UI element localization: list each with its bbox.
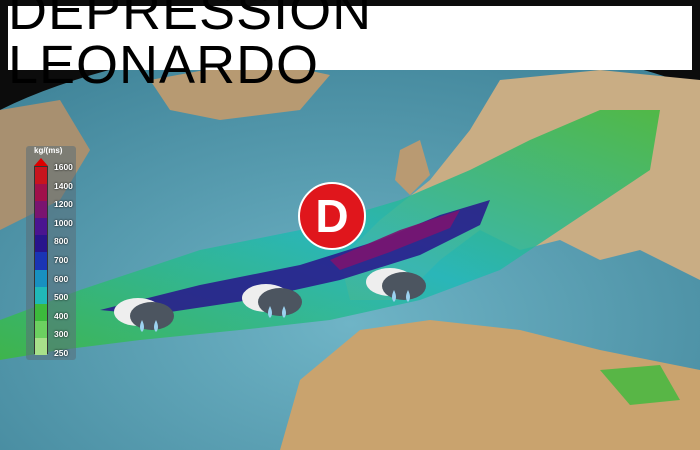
legend-label: 300 <box>54 329 69 340</box>
legend-unit: kg/(ms) <box>34 146 63 155</box>
legend: kg/(ms) 1600 1400 1200 1000 800 700 600 500 400 3… <box>26 146 76 360</box>
rain-cloud-icon <box>360 260 430 310</box>
moisture-peak <box>330 210 460 270</box>
legend-swatch <box>35 252 47 270</box>
legend-label: 600 <box>54 273 69 284</box>
moisture-core <box>100 200 490 315</box>
legend-swatch <box>35 337 47 356</box>
legend-swatch <box>35 269 47 287</box>
britain <box>395 140 430 195</box>
legend-swatch <box>35 201 47 219</box>
legend-arrow <box>34 158 48 166</box>
legend-color-bar <box>34 166 48 356</box>
legend-swatch <box>35 218 47 236</box>
legend-label: 800 <box>54 236 69 247</box>
greenland <box>150 60 330 120</box>
legend-swatch <box>35 184 47 202</box>
legend-label: 1200 <box>54 199 73 210</box>
legend-swatch <box>35 167 47 185</box>
mediterranean-rain <box>600 365 680 405</box>
legend-label: 250 <box>54 348 69 358</box>
legend-label: 1400 <box>54 180 73 191</box>
rain-cloud-icon <box>108 290 178 340</box>
legend-label: 1000 <box>54 217 73 228</box>
page-title: DEPRESSION LEONARDO <box>8 0 692 92</box>
legend-swatch <box>35 303 47 321</box>
rain-cloud-icon <box>236 276 306 326</box>
legend-label: 1600 <box>54 162 73 172</box>
legend-swatch <box>35 286 47 304</box>
low-pressure-marker: D <box>298 182 366 250</box>
legend-label: 700 <box>54 255 69 265</box>
legend-label: 400 <box>54 310 69 321</box>
legend-swatch <box>35 320 47 338</box>
africa <box>280 320 700 450</box>
legend-label: 500 <box>54 292 69 303</box>
legend-swatch <box>35 235 47 253</box>
